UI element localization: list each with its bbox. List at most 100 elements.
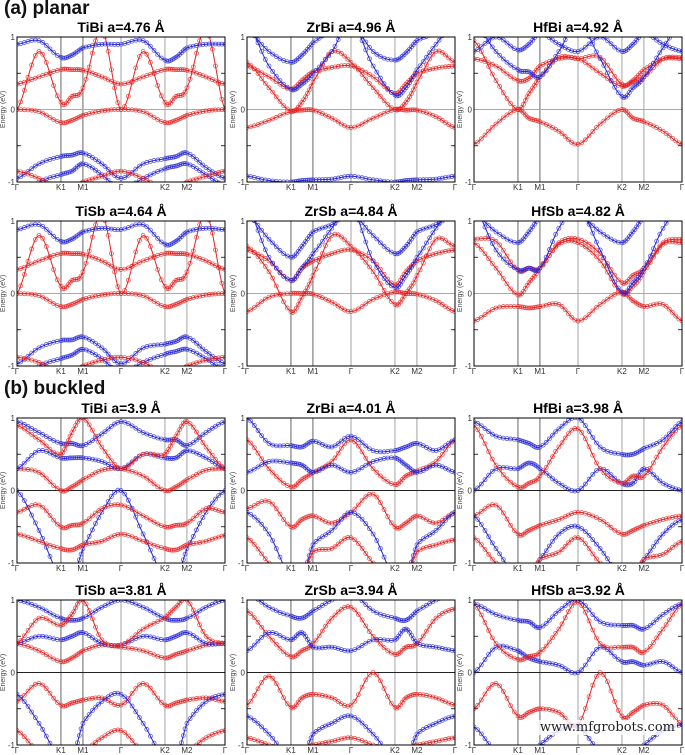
- band-marker: [370, 49, 376, 54]
- band-marker: [527, 576, 531, 580]
- band-marker: [93, 739, 98, 745]
- band-marker: [144, 51, 150, 57]
- band-marker: [115, 42, 121, 47]
- band-marker: [657, 535, 663, 541]
- band-marker: [374, 274, 380, 280]
- band-marker: [427, 253, 433, 259]
- band-marker: [586, 428, 592, 434]
- band-marker: [219, 355, 225, 360]
- band-marker: [80, 334, 86, 340]
- band-marker: [666, 37, 672, 41]
- band-marker: [550, 519, 555, 524]
- band-marker: [486, 256, 492, 262]
- band-marker: [486, 309, 492, 315]
- band-marker: [594, 460, 599, 466]
- band-marker: [674, 212, 678, 216]
- band-marker: [19, 377, 23, 381]
- band-marker: [508, 479, 514, 485]
- band-marker: [40, 223, 46, 229]
- band-marker: [412, 513, 418, 519]
- band-marker: [476, 24, 480, 28]
- band-marker: [572, 426, 578, 431]
- band-marker: [452, 469, 455, 475]
- band-marker: [18, 283, 24, 289]
- band-marker: [30, 185, 34, 189]
- band-marker: [118, 291, 124, 296]
- x-tick-label: K2: [617, 564, 627, 573]
- band-marker: [80, 418, 86, 421]
- band-marker: [316, 536, 322, 542]
- x-tick-label: Γ: [119, 746, 124, 755]
- band-marker: [89, 513, 95, 519]
- band-marker: [433, 542, 439, 548]
- band-marker: [206, 172, 212, 178]
- band-marker: [200, 226, 206, 231]
- band-marker: [59, 576, 63, 580]
- band-marker: [70, 371, 74, 375]
- band-marker: [151, 481, 157, 487]
- band-marker: [474, 422, 477, 428]
- band-marker: [601, 519, 607, 525]
- band-marker: [556, 54, 562, 60]
- band-marker: [245, 21, 249, 25]
- band-marker: [323, 234, 328, 240]
- band-marker: [151, 740, 157, 745]
- band-marker: [378, 546, 383, 551]
- band-marker: [137, 747, 141, 751]
- band-marker: [489, 71, 495, 77]
- band-marker: [566, 525, 571, 530]
- band-marker: [550, 37, 555, 43]
- band-marker: [284, 106, 290, 112]
- band-marker: [151, 519, 157, 525]
- band-marker: [345, 535, 351, 540]
- band-marker: [370, 466, 376, 472]
- band-marker: [182, 551, 188, 557]
- band-marker: [420, 633, 426, 639]
- band-marker: [612, 279, 618, 285]
- band-marker: [282, 563, 286, 567]
- band-marker: [476, 210, 480, 214]
- band-marker: [323, 519, 328, 525]
- band-marker: [586, 221, 592, 227]
- band-marker: [508, 522, 514, 528]
- band-marker: [443, 518, 448, 523]
- band-marker: [446, 240, 452, 246]
- band-marker: [200, 515, 206, 520]
- band-marker: [508, 110, 514, 115]
- band-marker: [388, 298, 394, 304]
- band-marker: [115, 291, 121, 296]
- band-marker: [140, 233, 146, 238]
- band-series: [474, 460, 682, 494]
- band-marker: [70, 187, 74, 191]
- band-marker: [556, 225, 562, 231]
- band-marker: [535, 560, 541, 563]
- band-marker: [359, 498, 365, 503]
- band-marker: [582, 423, 588, 428]
- band-marker: [123, 371, 127, 375]
- band-marker: [424, 294, 429, 300]
- band-marker: [378, 75, 383, 81]
- band-marker: [80, 296, 86, 302]
- band-marker: [216, 355, 222, 361]
- band-marker: [332, 301, 338, 307]
- band-marker: [93, 643, 98, 649]
- band-marker: [40, 432, 46, 437]
- band-marker: [40, 682, 46, 688]
- band-series: [17, 531, 225, 553]
- band-marker: [620, 576, 624, 580]
- band-marker: [78, 455, 84, 461]
- band-marker: [644, 470, 650, 476]
- band-marker: [80, 251, 86, 257]
- band-marker: [359, 643, 365, 648]
- band-marker: [219, 96, 225, 102]
- band-marker: [148, 685, 153, 691]
- band-marker: [118, 702, 124, 708]
- band-marker: [453, 212, 457, 216]
- band-marker: [367, 264, 372, 270]
- band-marker: [245, 212, 249, 216]
- band-marker: [112, 462, 118, 467]
- band-marker: [355, 611, 361, 617]
- band-marker: [439, 521, 445, 527]
- band-marker: [65, 438, 71, 443]
- band-marker: [206, 537, 212, 543]
